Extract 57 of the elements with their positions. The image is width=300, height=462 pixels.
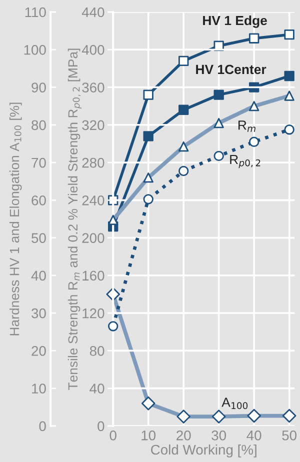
y2-tick-label: 320 xyxy=(82,120,104,130)
y2-tick-label: 280 xyxy=(82,158,104,168)
series-label: R$_{p0,2}$ xyxy=(230,154,260,168)
y2-tick-label: 160 xyxy=(82,270,104,281)
x-tick-label: 40 xyxy=(246,430,262,440)
y2-tick-label: 40 xyxy=(90,384,104,394)
y-axis-title: Hardness HV 1 and Elongation A$_{100}$ [%] xyxy=(9,102,22,336)
y-tick-label: 0 xyxy=(39,421,46,432)
point xyxy=(108,214,118,226)
y-tick-label: 60 xyxy=(32,196,46,206)
point xyxy=(176,410,190,424)
y2-tick-label: 0 xyxy=(98,421,104,432)
y2-tick-label: 120 xyxy=(82,308,104,318)
y2-tick-label: 400 xyxy=(82,44,104,55)
y2-tick-label: 80 xyxy=(90,346,104,356)
x-tick-label: 30 xyxy=(212,430,226,440)
x-tick-label: 10 xyxy=(142,430,156,440)
point xyxy=(282,408,296,423)
y-tick-label: 40 xyxy=(31,270,46,281)
point xyxy=(248,101,260,112)
point xyxy=(284,30,294,40)
y-tick-label: 70 xyxy=(32,158,46,168)
y-tick-label: 80 xyxy=(32,120,46,130)
point xyxy=(284,90,294,101)
y-tick-label: 10 xyxy=(32,384,46,394)
y2-tick-label: 240 xyxy=(82,196,104,206)
point xyxy=(143,90,154,100)
point xyxy=(248,33,260,44)
x-axis-title: Cold Working [%] xyxy=(151,444,256,458)
y-tick-label: 90 xyxy=(32,82,46,92)
y2-axis-title: Tensile Strength R$_{m}$ and 0.2 % Yield Strength R$_{p0,2}$ [MPa] xyxy=(68,48,82,390)
y-tick-label: 50 xyxy=(32,233,46,243)
y-tick-label: 100 xyxy=(24,44,46,55)
y2-tick-label: 200 xyxy=(82,233,104,243)
series-label: A$_{100}$ xyxy=(222,398,248,410)
point xyxy=(143,131,154,142)
point xyxy=(178,141,189,152)
y2-tick-label: 440 xyxy=(82,7,104,18)
x-tick-label: 0 xyxy=(110,430,116,440)
point xyxy=(178,56,189,66)
y-tick-label: 20 xyxy=(32,346,46,356)
point xyxy=(214,118,224,128)
point xyxy=(178,104,189,115)
point xyxy=(143,172,154,183)
point xyxy=(284,70,294,82)
x-tick-label: 50 xyxy=(282,430,296,440)
point xyxy=(141,396,156,410)
series-label: HV 1 Edge xyxy=(203,15,267,28)
point xyxy=(214,90,224,100)
y2-tick-label: 360 xyxy=(82,82,104,92)
series-label: R$_{m}$ xyxy=(238,120,256,132)
y-tick-label: 30 xyxy=(32,308,46,318)
point xyxy=(212,410,226,424)
x-tick-label: 20 xyxy=(176,430,191,440)
y-tick-label: 110 xyxy=(25,7,46,18)
point xyxy=(247,408,261,423)
series-label: HV 1Center xyxy=(196,64,266,74)
